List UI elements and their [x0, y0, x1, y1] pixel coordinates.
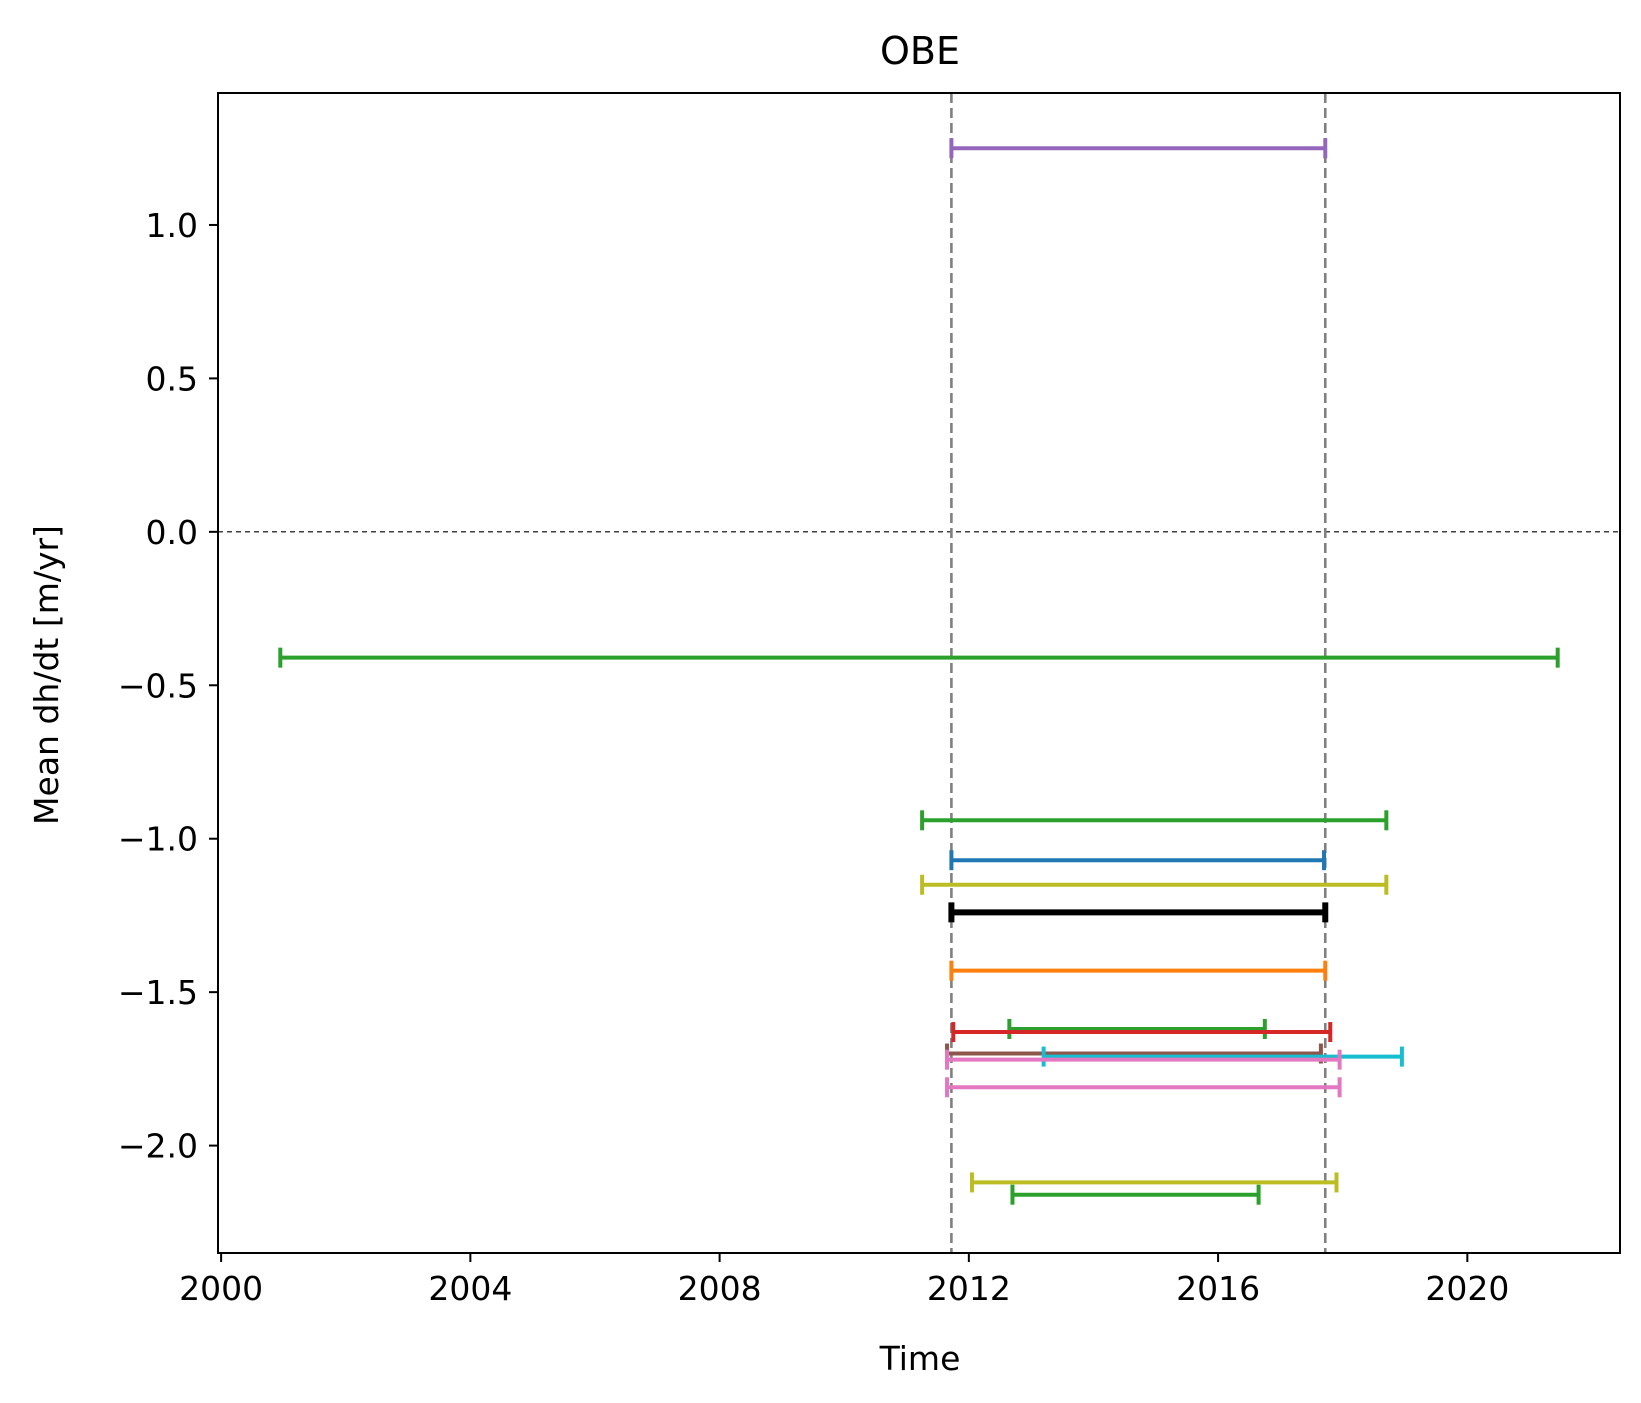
- series-6: [949, 960, 1328, 981]
- y-tick-label-4: −1.0: [118, 820, 198, 859]
- series-0: [949, 138, 1328, 159]
- series-13: [969, 1172, 1339, 1193]
- series-1: [278, 647, 1560, 668]
- series-7: [1007, 1018, 1267, 1039]
- series-12: [945, 1077, 1342, 1098]
- series-5: [948, 902, 1329, 923]
- series-8: [951, 1022, 1333, 1043]
- x-tick-label-3: 2012: [927, 1269, 1011, 1308]
- series-group: [278, 138, 1560, 1205]
- series-14: [1010, 1184, 1261, 1205]
- x-tick-label-0: 2000: [179, 1269, 263, 1308]
- reference-lines: [218, 93, 1620, 1253]
- y-tick-label-6: −2.0: [118, 1127, 198, 1166]
- x-tick-label-1: 2004: [428, 1269, 512, 1308]
- y-tick-label-2: 0.0: [146, 513, 198, 552]
- series-3: [949, 850, 1327, 871]
- x-tick-label-2: 2008: [678, 1269, 762, 1308]
- x-tick-label-5: 2020: [1425, 1269, 1509, 1308]
- y-tick-label-0: 1.0: [146, 206, 198, 245]
- y-tick-label-3: −0.5: [118, 666, 198, 705]
- x-axis-label: Time: [879, 1339, 961, 1378]
- x-axis: 2000 2004 2008 2012 2016 2020: [179, 1253, 1509, 1308]
- series-4: [920, 874, 1389, 895]
- series-11: [945, 1049, 1342, 1070]
- chart-title: OBE: [880, 29, 960, 73]
- y-tick-label-1: 0.5: [146, 359, 198, 398]
- series-10: [1041, 1046, 1404, 1067]
- y-tick-label-5: −1.5: [118, 973, 198, 1012]
- y-axis-label: Mean dh/dt [m/yr]: [27, 525, 66, 825]
- series-2: [920, 810, 1389, 831]
- y-axis: 1.0 0.5 0.0 −0.5 −1.0 −1.5 −2.0: [118, 206, 218, 1166]
- plot-frame: [217, 92, 1621, 1254]
- x-tick-label-4: 2016: [1176, 1269, 1260, 1308]
